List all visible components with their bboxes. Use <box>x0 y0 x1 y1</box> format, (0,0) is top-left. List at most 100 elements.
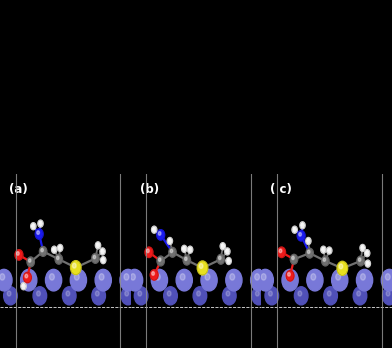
Circle shape <box>365 260 370 267</box>
Circle shape <box>121 287 135 305</box>
Circle shape <box>157 256 164 266</box>
Circle shape <box>35 229 43 239</box>
Circle shape <box>218 256 221 260</box>
Circle shape <box>95 291 99 296</box>
Circle shape <box>52 246 57 253</box>
Circle shape <box>327 291 331 296</box>
Circle shape <box>0 274 5 280</box>
Circle shape <box>361 274 365 280</box>
Circle shape <box>183 247 184 249</box>
Circle shape <box>300 222 305 229</box>
Circle shape <box>93 255 96 259</box>
Circle shape <box>127 269 143 291</box>
Circle shape <box>150 270 158 280</box>
Circle shape <box>58 244 63 251</box>
Circle shape <box>152 272 154 275</box>
Circle shape <box>265 287 279 305</box>
Circle shape <box>21 283 26 290</box>
Circle shape <box>147 249 149 253</box>
Circle shape <box>226 258 231 264</box>
Circle shape <box>217 254 225 264</box>
Circle shape <box>201 269 217 291</box>
Circle shape <box>22 284 24 286</box>
Circle shape <box>164 287 177 305</box>
Circle shape <box>55 254 62 264</box>
Circle shape <box>99 274 104 280</box>
Circle shape <box>157 230 165 240</box>
Circle shape <box>365 250 370 257</box>
Circle shape <box>21 269 37 291</box>
Circle shape <box>189 247 190 250</box>
Circle shape <box>168 239 170 241</box>
Circle shape <box>24 272 31 283</box>
Circle shape <box>151 269 167 291</box>
Circle shape <box>230 274 235 280</box>
Circle shape <box>152 228 154 230</box>
Circle shape <box>145 247 153 258</box>
Circle shape <box>124 274 129 280</box>
Circle shape <box>101 256 106 264</box>
Circle shape <box>36 291 40 296</box>
Circle shape <box>324 287 338 305</box>
Circle shape <box>138 291 142 296</box>
Circle shape <box>66 291 70 296</box>
Circle shape <box>299 232 301 236</box>
Circle shape <box>255 274 260 280</box>
Circle shape <box>261 274 266 280</box>
Circle shape <box>0 269 12 291</box>
Text: (b): (b) <box>140 183 159 196</box>
Circle shape <box>40 246 47 256</box>
Circle shape <box>307 269 323 291</box>
Circle shape <box>292 226 297 233</box>
Circle shape <box>339 264 343 269</box>
Circle shape <box>307 239 309 241</box>
Circle shape <box>37 231 40 235</box>
Circle shape <box>16 252 19 255</box>
Circle shape <box>197 261 208 275</box>
Circle shape <box>360 244 365 251</box>
Circle shape <box>252 287 265 305</box>
Circle shape <box>152 226 157 233</box>
Circle shape <box>70 269 87 291</box>
Text: ( c): ( c) <box>270 183 292 196</box>
Circle shape <box>96 243 98 246</box>
Circle shape <box>306 248 313 258</box>
Circle shape <box>25 274 29 280</box>
Circle shape <box>288 272 290 276</box>
Circle shape <box>41 248 44 252</box>
Circle shape <box>101 249 103 252</box>
Circle shape <box>220 243 225 250</box>
Circle shape <box>167 237 172 244</box>
Circle shape <box>125 291 129 296</box>
Circle shape <box>327 247 332 254</box>
Circle shape <box>53 247 54 250</box>
Circle shape <box>28 259 31 262</box>
Circle shape <box>385 274 390 280</box>
Circle shape <box>322 247 323 250</box>
Circle shape <box>278 247 285 258</box>
Circle shape <box>15 250 23 260</box>
Circle shape <box>73 263 76 268</box>
Circle shape <box>4 287 17 305</box>
Circle shape <box>74 274 79 280</box>
Circle shape <box>56 256 59 260</box>
Circle shape <box>120 269 136 291</box>
Circle shape <box>353 287 367 305</box>
Circle shape <box>185 257 187 260</box>
Circle shape <box>95 242 101 249</box>
Circle shape <box>337 261 348 275</box>
Circle shape <box>45 269 62 291</box>
Circle shape <box>226 269 242 291</box>
Circle shape <box>62 287 76 305</box>
Circle shape <box>293 228 295 230</box>
Circle shape <box>292 256 294 260</box>
Circle shape <box>383 287 392 305</box>
Circle shape <box>225 248 230 255</box>
Circle shape <box>227 259 229 261</box>
Circle shape <box>158 258 161 261</box>
Circle shape <box>311 274 316 280</box>
Circle shape <box>7 291 11 296</box>
Circle shape <box>269 291 272 296</box>
Circle shape <box>286 274 291 280</box>
Circle shape <box>250 269 267 291</box>
